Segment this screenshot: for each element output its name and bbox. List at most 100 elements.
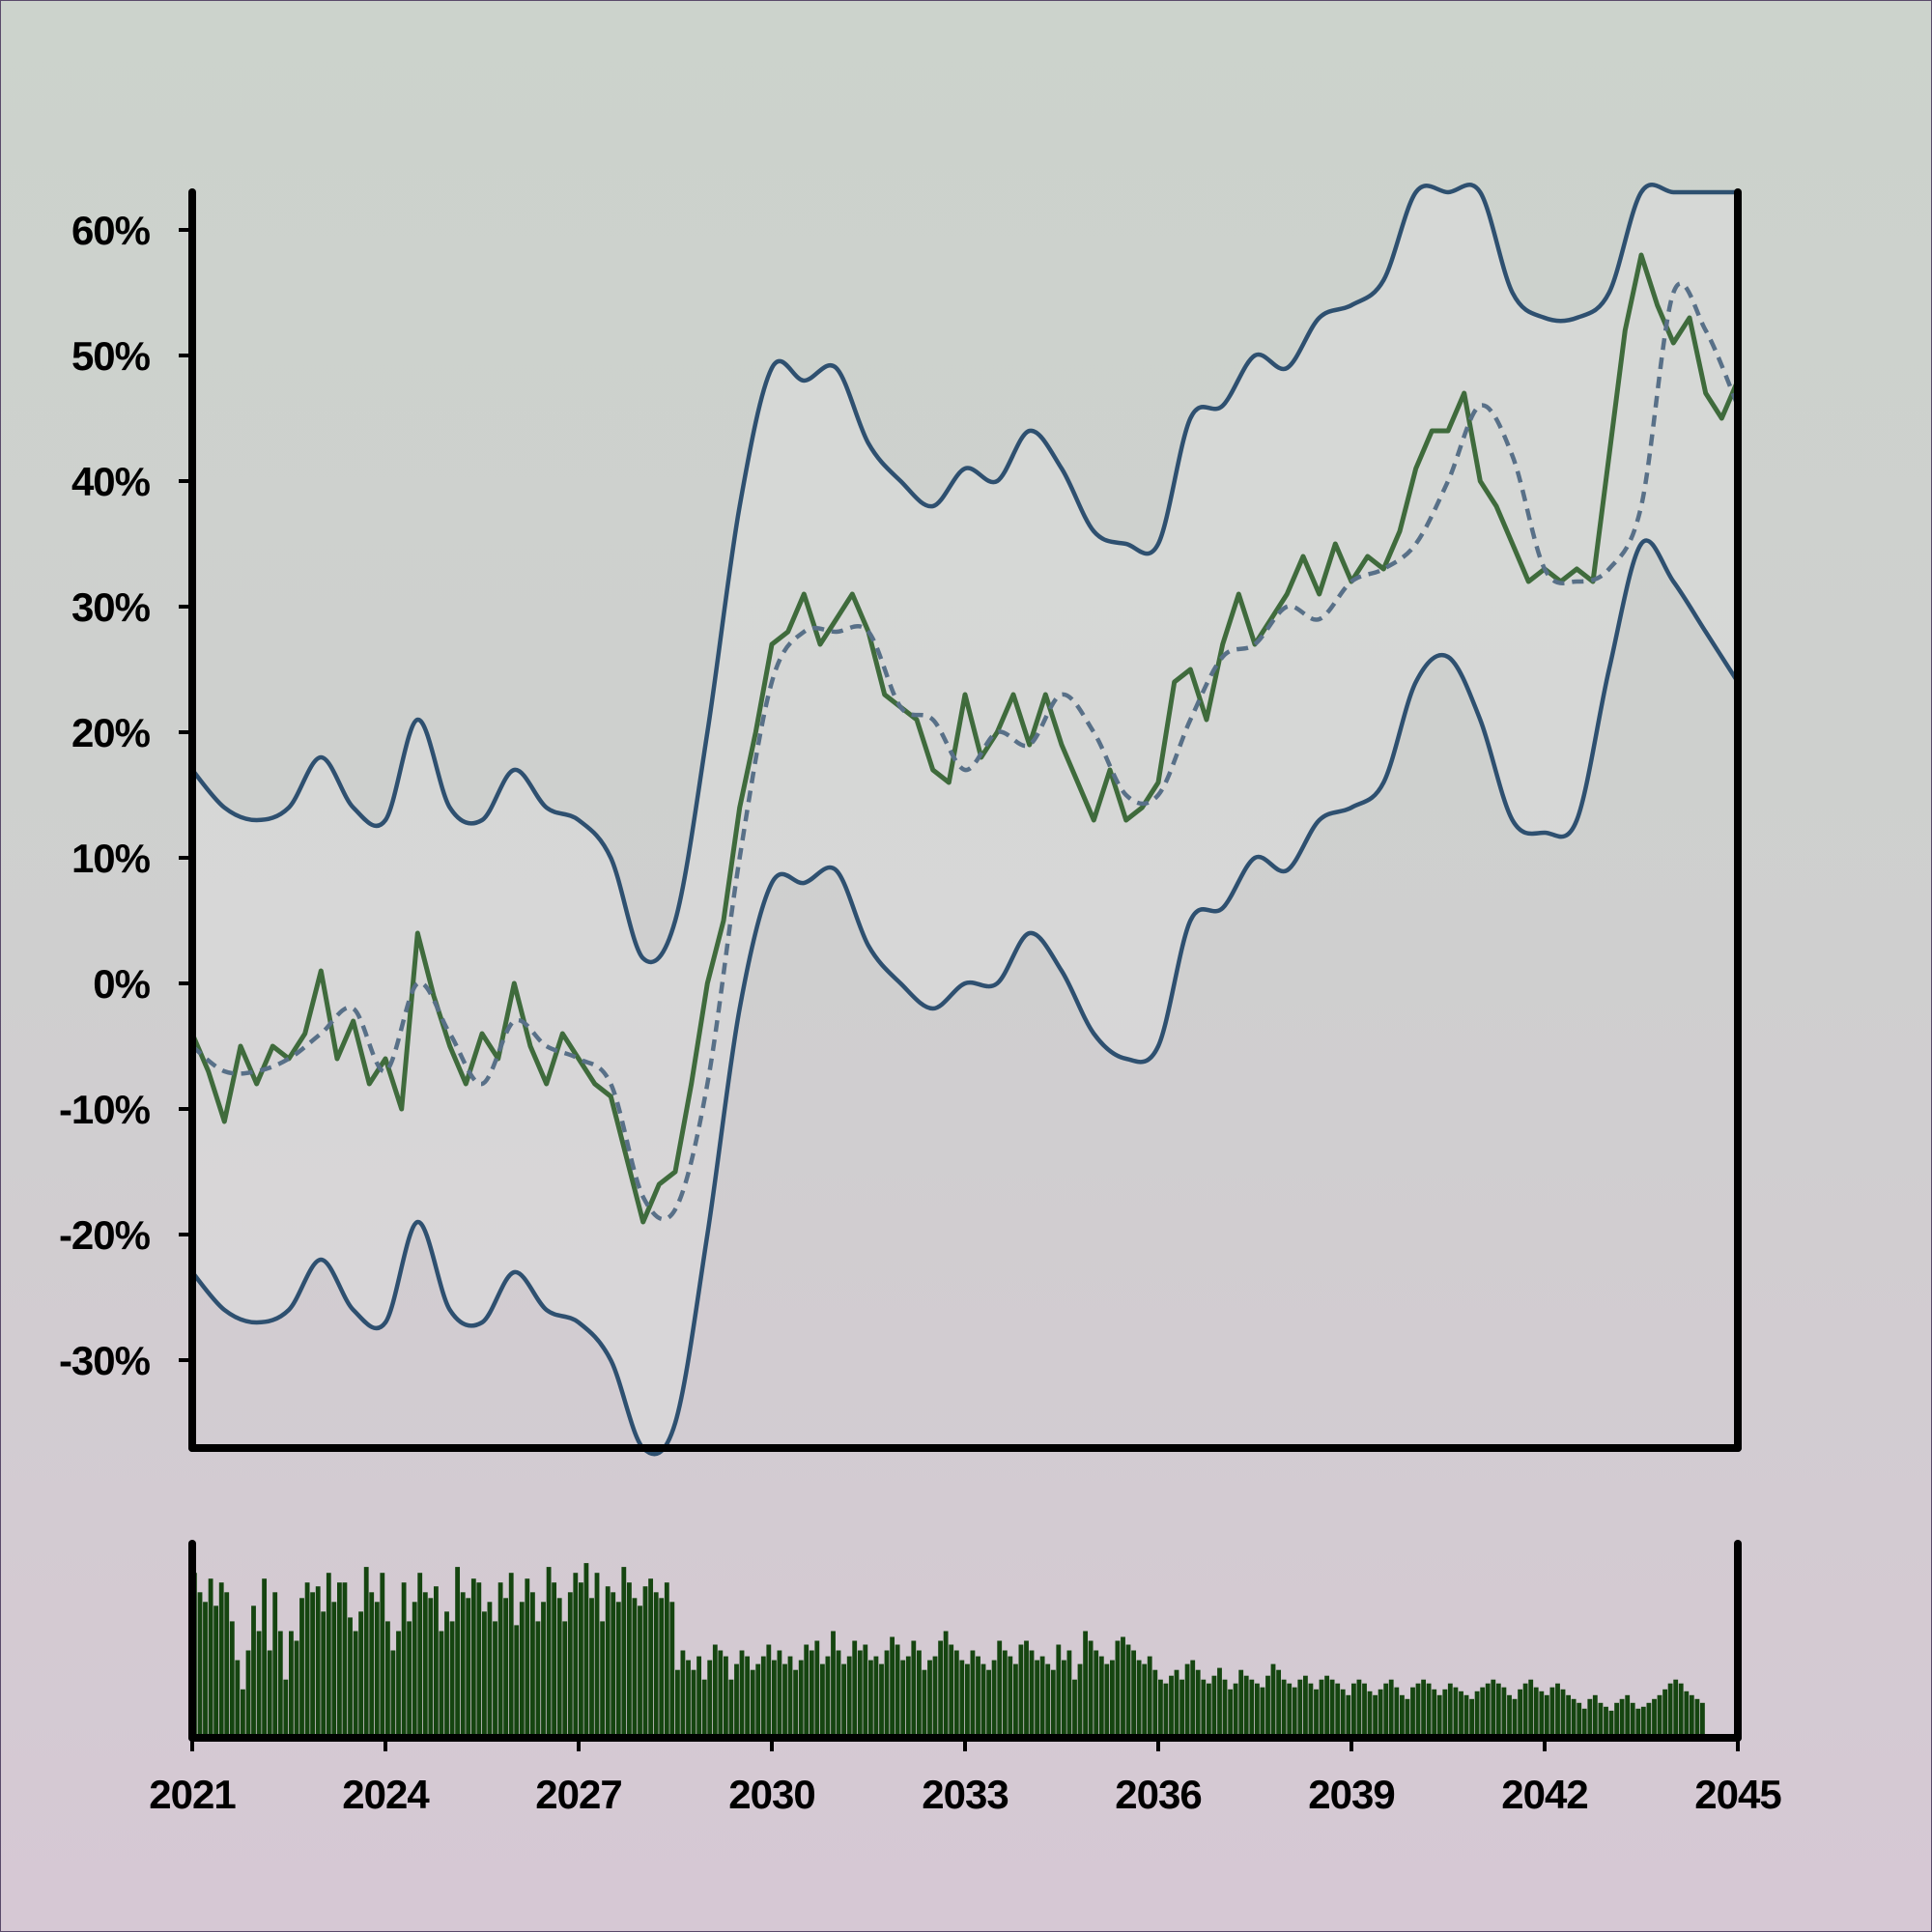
- x-tick-label: 2045: [1694, 1772, 1781, 1817]
- volume-bar: [938, 1640, 944, 1738]
- volume-bar: [1373, 1694, 1378, 1738]
- volume-bar: [1388, 1679, 1394, 1738]
- volume-bar: [535, 1621, 541, 1738]
- volume-bar: [820, 1663, 825, 1738]
- volume-bar: [890, 1636, 895, 1738]
- volume-bar: [1169, 1675, 1174, 1738]
- volume-bar: [1329, 1679, 1335, 1738]
- volume-bar: [1378, 1689, 1383, 1739]
- volume-bar: [229, 1621, 235, 1738]
- volume-bar: [1174, 1669, 1179, 1738]
- volume-bar: [1442, 1689, 1448, 1739]
- volume-bar: [782, 1663, 787, 1738]
- volume-bar: [1184, 1663, 1190, 1738]
- volume-bar: [460, 1592, 466, 1739]
- volume-bar: [321, 1611, 327, 1738]
- volume-bar: [1083, 1631, 1089, 1738]
- volume-bar: [218, 1582, 224, 1738]
- volume-bar: [1281, 1679, 1287, 1738]
- y-tick-label: -20%: [59, 1212, 151, 1258]
- volume-bar: [1228, 1689, 1234, 1739]
- volume-bar: [417, 1573, 423, 1738]
- volume-bar: [1684, 1690, 1690, 1738]
- volume-bar: [1270, 1663, 1276, 1738]
- volume-bar: [1142, 1663, 1148, 1738]
- volume-bar: [712, 1644, 718, 1738]
- y-tick-label: 30%: [71, 584, 151, 630]
- x-tick-label: 2036: [1115, 1772, 1201, 1817]
- y-tick-label: 40%: [71, 459, 151, 504]
- volume-bar: [1469, 1698, 1475, 1738]
- volume-bar: [648, 1578, 654, 1738]
- volume-bar: [213, 1605, 219, 1738]
- volume-bar: [750, 1669, 755, 1738]
- volume-bar: [1136, 1660, 1142, 1738]
- volume-bar: [390, 1650, 396, 1738]
- volume-bar: [857, 1650, 863, 1738]
- volume-bar: [1314, 1689, 1319, 1739]
- volume-bar: [1491, 1679, 1496, 1738]
- volume-bar: [235, 1660, 241, 1738]
- volume-bar: [294, 1640, 299, 1738]
- volume-bar: [369, 1592, 375, 1739]
- volume-bar: [664, 1582, 669, 1738]
- volume-bar: [1700, 1702, 1705, 1738]
- volume-bar: [1233, 1683, 1238, 1738]
- volume-bar: [1088, 1640, 1094, 1738]
- volume-bar: [1077, 1663, 1083, 1738]
- volume-bar: [863, 1644, 868, 1738]
- volume-bar: [917, 1650, 922, 1738]
- volume-bar: [976, 1656, 980, 1738]
- volume-bar: [1098, 1656, 1104, 1738]
- volume-bar: [804, 1644, 810, 1738]
- volume-bar: [208, 1578, 213, 1738]
- volume-bar: [428, 1598, 434, 1738]
- volume-bar: [724, 1656, 728, 1738]
- volume-bar: [1207, 1683, 1211, 1738]
- y-tick-label: 0%: [93, 961, 150, 1007]
- volume-bar: [353, 1631, 358, 1738]
- volume-bar: [326, 1573, 331, 1738]
- x-tick-label: 2024: [342, 1772, 430, 1817]
- volume-bar: [1367, 1690, 1373, 1738]
- volume-bar: [1039, 1656, 1045, 1738]
- volume-bar: [358, 1611, 364, 1738]
- volume-bar: [1694, 1698, 1700, 1738]
- volume-bar: [1394, 1687, 1400, 1738]
- volume-bar: [846, 1656, 852, 1738]
- volume-bar: [600, 1621, 606, 1738]
- volume-bar: [241, 1689, 245, 1739]
- volume-bar: [1528, 1679, 1534, 1738]
- volume-bar: [970, 1650, 976, 1738]
- volume-bar: [1045, 1663, 1051, 1738]
- volume-bar: [1518, 1689, 1523, 1739]
- volume-bar: [1400, 1694, 1405, 1738]
- volume-bar: [1415, 1683, 1421, 1738]
- volume-bar: [1024, 1640, 1029, 1738]
- volume-bar: [814, 1640, 820, 1738]
- x-tick-label: 2027: [535, 1772, 621, 1817]
- volume-bar: [1287, 1683, 1293, 1738]
- volume-bar-panel: 2021 2024 2027 2030 2033 2036 2039 2042 2045: [149, 1540, 1782, 1817]
- volume-bar: [1673, 1679, 1679, 1738]
- volume-bar: [605, 1586, 611, 1738]
- volume-bar: [707, 1660, 713, 1738]
- volume-bar: [1222, 1679, 1228, 1738]
- volume-bar: [900, 1660, 906, 1738]
- volume-bar: [385, 1621, 390, 1738]
- volume-bar: [525, 1578, 530, 1738]
- volume-bar: [342, 1582, 348, 1738]
- x-tick-label: 2039: [1308, 1772, 1394, 1817]
- volume-bar: [1356, 1679, 1362, 1738]
- volume-bar: [1158, 1679, 1163, 1738]
- volume-bar: [911, 1640, 917, 1738]
- volume-bar: [1340, 1689, 1346, 1739]
- moving-average-line: [190, 281, 1741, 1222]
- volume-bar: [396, 1631, 401, 1738]
- volume-bar: [1115, 1640, 1121, 1738]
- y-tick-label: 10%: [71, 836, 151, 881]
- volume-bar: [1018, 1644, 1024, 1738]
- volume-bar: [1571, 1698, 1577, 1738]
- volume-bar: [1614, 1702, 1620, 1738]
- volume-bar: [444, 1611, 449, 1738]
